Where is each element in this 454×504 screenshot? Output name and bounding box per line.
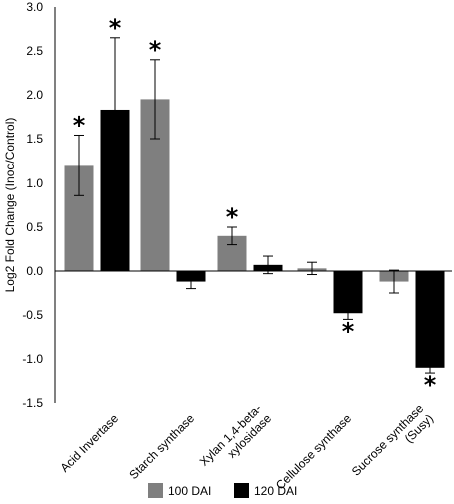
significance-asterisk: * bbox=[342, 317, 355, 345]
y-axis-title: Log2 Fold Change (Inoc/Control) bbox=[3, 118, 17, 293]
bar-series-2 bbox=[415, 271, 445, 368]
legend-label: 100 DAI bbox=[168, 484, 211, 498]
legend-item-series-2: 120 DAI bbox=[234, 483, 297, 498]
y-tick-label: -1.5 bbox=[22, 396, 43, 410]
error-bars bbox=[74, 37, 435, 374]
legend-swatch bbox=[234, 483, 249, 498]
significance-asterisk: * bbox=[149, 36, 162, 64]
y-tick-label: 0.0 bbox=[26, 264, 43, 278]
legend-swatch bbox=[148, 483, 163, 498]
x-category-label-line: Starch synthase bbox=[126, 411, 197, 482]
significance-asterisk: * bbox=[424, 371, 437, 399]
y-tick-label: -1.0 bbox=[22, 352, 43, 366]
x-category-label-line: Cellulose synthase bbox=[273, 411, 354, 492]
significance-markers: * * * * * * bbox=[73, 14, 437, 399]
significance-asterisk: * bbox=[73, 111, 86, 139]
x-axis: Acid Invertase Starch synthase Xylan 1,4-b… bbox=[55, 270, 452, 492]
y-tick-label: 0.5 bbox=[26, 220, 43, 234]
y-tick-label: 2.5 bbox=[26, 44, 43, 58]
significance-asterisk: * bbox=[109, 14, 122, 42]
significance-asterisk: * bbox=[226, 203, 239, 231]
y-tick-label: 2.0 bbox=[26, 88, 43, 102]
x-category-label: Sucrose synthase(Susy) bbox=[349, 401, 436, 479]
y-tick-label: 3.0 bbox=[26, 0, 43, 14]
legend-item-series-1: 100 DAI bbox=[148, 483, 211, 498]
x-category-label: Cellulose synthase bbox=[273, 411, 354, 492]
legend: 100 DAI 120 DAI bbox=[148, 483, 297, 498]
legend-label: 120 DAI bbox=[254, 484, 297, 498]
x-category-label: Xylan 1,4-beta-xylosidase bbox=[197, 401, 275, 468]
x-category-label: Acid Invertase bbox=[57, 411, 121, 475]
bars bbox=[64, 99, 445, 368]
x-category-label-line: Acid Invertase bbox=[57, 411, 121, 475]
y-tick-label: 1.0 bbox=[26, 176, 43, 190]
y-axis: -1.5 -1.0 -0.5 0.0 0.5 1.0 1.5 2.0 2.5 3.0 bbox=[22, 0, 56, 410]
x-category-label: Starch synthase bbox=[126, 411, 197, 482]
bar-series-2 bbox=[333, 271, 363, 314]
y-tick-label: 1.5 bbox=[26, 132, 43, 146]
y-tick-label: -0.5 bbox=[22, 308, 43, 322]
